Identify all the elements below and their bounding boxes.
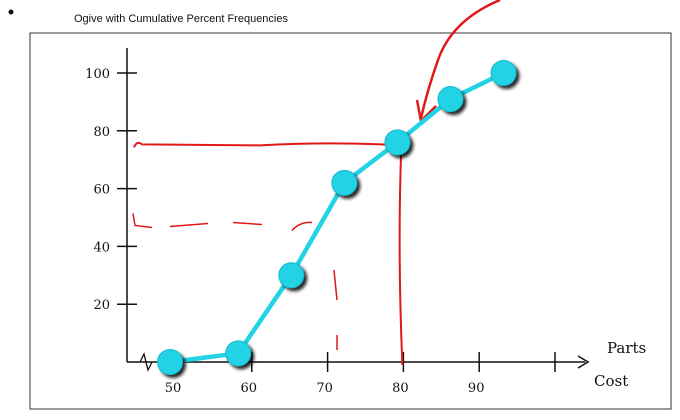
y-tick-label: 60	[93, 183, 110, 198]
data-point	[278, 262, 305, 289]
red-arrow-shaft	[419, 0, 501, 119]
solid-guide-vertical	[398, 144, 404, 366]
x-axis-label-line-1: Parts	[607, 339, 646, 357]
data-point	[157, 349, 183, 375]
bullet-icon	[8, 9, 14, 15]
data-point	[331, 169, 358, 196]
solid-guide-horizontal	[133, 141, 402, 148]
dashed-guide-start	[132, 213, 153, 229]
axis-break-icon	[139, 352, 153, 372]
x-tick-label: 60	[241, 381, 258, 396]
dashed-guide-vertical-segment	[333, 269, 338, 301]
ogive-line	[169, 70, 505, 365]
data-point	[384, 129, 411, 156]
x-axis-ticks: 50 60 70 80 90	[165, 352, 556, 396]
data-point	[225, 340, 252, 367]
dashed-guide-segment	[232, 221, 263, 226]
dashed-guide-segment	[169, 222, 209, 228]
plot-frame	[29, 32, 672, 410]
x-tick-label: 80	[392, 381, 409, 396]
y-axis-ticks: 20 40 60 80 100	[85, 67, 137, 313]
chart-title: Ogive with Cumulative Percent Frequencie…	[74, 13, 288, 25]
y-tick-label: 20	[93, 298, 110, 313]
x-tick-label: 70	[316, 381, 333, 396]
y-tick-label: 80	[93, 125, 110, 140]
dashed-guide-segment	[291, 221, 313, 232]
cumulative-percent-series	[157, 60, 517, 375]
x-tick-label: 90	[468, 381, 485, 396]
axes	[126, 48, 590, 372]
x-axis-arrowhead	[577, 355, 590, 369]
red-annotations	[132, 0, 501, 366]
data-point	[437, 86, 464, 113]
x-tick-label: 50	[165, 381, 182, 396]
y-tick-label: 40	[93, 240, 110, 255]
y-tick-label: 100	[85, 67, 110, 82]
x-axis-label-line-2: Cost	[594, 372, 628, 390]
data-point	[490, 60, 517, 86]
